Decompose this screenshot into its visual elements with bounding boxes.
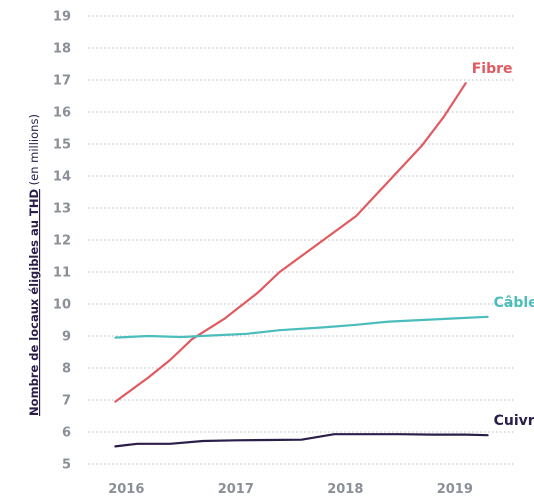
series-label-cuivre: Cuivre: [494, 413, 534, 429]
y-tick-label: 8: [62, 362, 71, 377]
y-tick-label: 7: [62, 394, 71, 409]
grid-lines: [88, 15, 515, 465]
y-tick-label: 9: [62, 330, 71, 345]
x-tick-label: 2016: [108, 482, 144, 497]
y-tick-label: 15: [53, 138, 71, 153]
y-tick-labels: 5 6 7 8 9 10 11 12 13 14 15 16 17 18 19: [53, 10, 71, 473]
y-axis-label: Nombre de locaux éligibles au THD (en mi…: [27, 114, 41, 416]
y-axis-label-bold: Nombre de locaux éligibles au THD: [27, 189, 41, 416]
y-tick-label: 17: [53, 74, 71, 89]
y-tick-label: 11: [53, 266, 71, 281]
series-label-câble: Câble: [494, 295, 534, 311]
y-tick-label: 13: [53, 202, 71, 217]
series-line-fibre: [114, 82, 467, 403]
series-label-fibre: Fibre: [472, 61, 513, 77]
x-tick-label: 2019: [437, 482, 473, 497]
x-tick-labels: 2016 2017 2018 2019: [108, 482, 473, 497]
y-axis-label-unit: (en millions): [27, 114, 41, 189]
y-tick-label: 16: [53, 106, 71, 121]
series-labels: Fibre Câble Cuivre: [472, 61, 534, 429]
y-tick-label: 19: [53, 10, 71, 25]
series-lines: [114, 82, 489, 448]
series-line-câble: [114, 315, 489, 339]
x-tick-label: 2018: [327, 482, 363, 497]
y-tick-label: 18: [53, 42, 71, 57]
series-line-cuivre: [114, 433, 489, 448]
y-tick-label: 6: [62, 426, 71, 441]
y-tick-label: 14: [53, 170, 71, 185]
y-tick-label: 10: [53, 298, 71, 313]
y-tick-label: 12: [53, 234, 71, 249]
y-tick-label: 5: [62, 458, 71, 473]
x-tick-label: 2017: [218, 482, 254, 497]
